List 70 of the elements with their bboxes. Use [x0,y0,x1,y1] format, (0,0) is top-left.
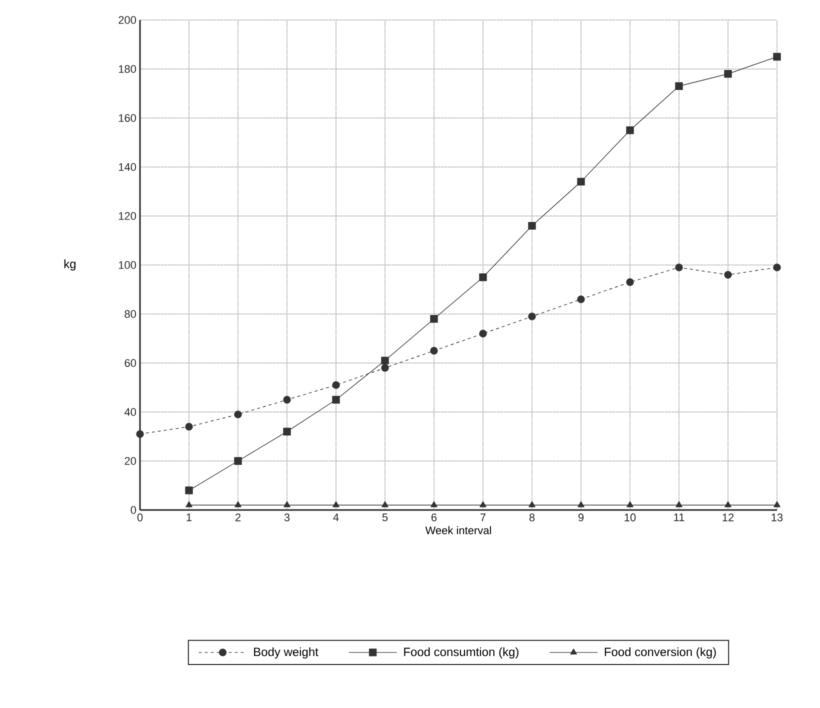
y-tick-label: 100 [118,261,136,269]
point [185,422,193,431]
point [479,273,487,282]
x-tick-label: 2 [235,514,241,522]
x-tick-label: 4 [333,514,339,522]
point [332,381,340,389]
point [577,295,585,304]
point [774,501,780,508]
point [430,501,438,508]
x-tick-label: 3 [284,514,290,522]
point [528,501,536,508]
x-tick-label: 11 [674,514,684,522]
point [381,364,389,372]
point [284,501,290,508]
y-tick-label: 80 [124,310,136,318]
point [724,70,732,78]
legend-label: Food conversion (kg) [604,647,716,659]
y-tick-label: 0 [130,506,136,514]
legend-label: Food consumtion (kg) [404,647,518,659]
x-tick-label: 0 [137,514,143,522]
point [773,264,781,272]
point [332,501,340,508]
y-tick-label: 140 [118,163,136,171]
point [626,278,634,286]
point [676,501,682,508]
point [675,264,683,272]
point [528,222,536,230]
point [332,396,340,404]
point [283,428,291,436]
point [283,396,291,404]
point [724,501,732,508]
x-tick-label: 1 [186,514,192,522]
x-tick-label: 5 [382,514,388,522]
y-tick-label: 20 [124,457,136,465]
point [626,501,634,508]
point [480,501,486,508]
x-tick-label: 10 [624,514,636,522]
point [136,430,144,438]
x-tick-label: 12 [722,514,734,522]
point [479,330,487,338]
point [773,52,781,61]
x-tick-label: 9 [578,514,584,522]
point [626,126,634,134]
x-tick-label: 7 [480,514,486,522]
y-tick-label: 200 [118,16,136,24]
point [234,410,242,418]
point [675,82,683,90]
point [577,178,585,186]
point [724,270,732,279]
x-tick-label: 8 [529,514,535,522]
y-axis-title: kg [64,259,76,271]
point [185,486,193,494]
y-tick-label: 160 [118,114,136,122]
point [234,457,242,465]
x-tick-label: 6 [432,514,437,522]
x-tick-label: 13 [772,514,783,522]
point [430,315,438,323]
x-axis-title: Week interval [425,526,491,534]
point [528,312,536,320]
legend-label: Body weight [254,647,318,659]
point [578,501,584,508]
point [186,501,192,508]
y-tick-label: 120 [118,212,136,220]
y-tick-label: 40 [124,408,136,416]
point [382,501,388,508]
point [381,356,389,364]
point [234,501,242,508]
point [430,346,438,355]
y-tick-label: 60 [124,359,136,367]
y-tick-label: 180 [118,65,136,73]
